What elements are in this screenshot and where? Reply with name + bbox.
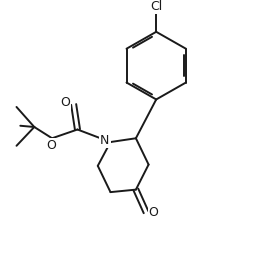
- Text: O: O: [149, 206, 158, 219]
- Text: O: O: [60, 96, 70, 109]
- Text: N: N: [100, 134, 109, 146]
- Text: Cl: Cl: [150, 0, 162, 13]
- Text: O: O: [46, 139, 56, 152]
